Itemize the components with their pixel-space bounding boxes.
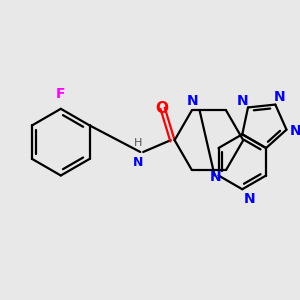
Text: N: N <box>244 192 256 206</box>
Text: N: N <box>274 90 286 104</box>
Text: H: H <box>134 138 142 148</box>
Text: F: F <box>56 87 66 101</box>
Text: N: N <box>187 94 199 107</box>
Text: N: N <box>236 94 248 108</box>
Text: N: N <box>289 124 300 139</box>
Text: N: N <box>133 156 143 169</box>
Text: N: N <box>210 170 221 184</box>
Text: O: O <box>155 101 168 116</box>
